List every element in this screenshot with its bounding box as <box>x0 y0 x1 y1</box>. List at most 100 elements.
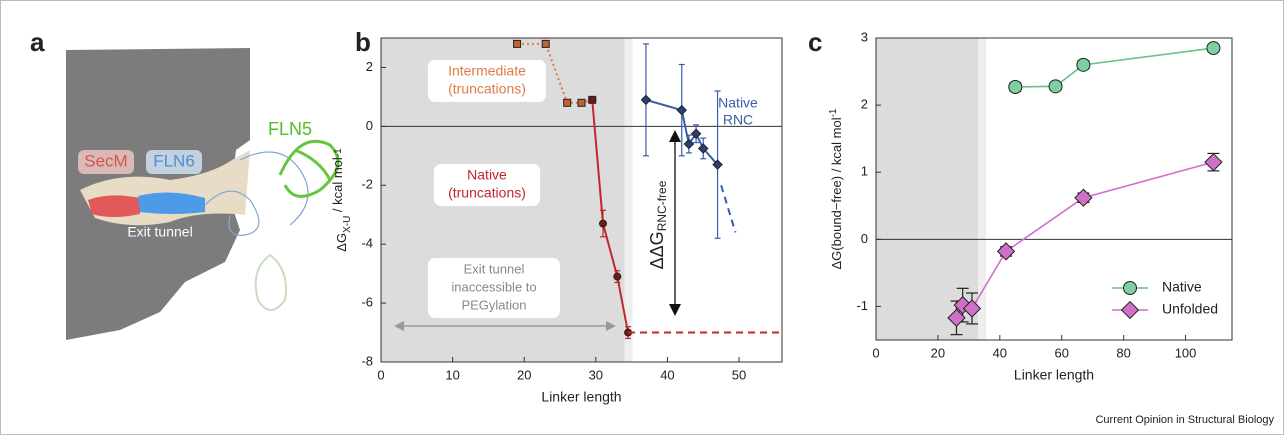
panel-label: c <box>808 27 822 57</box>
marker <box>1204 152 1223 172</box>
marker <box>962 299 982 318</box>
annotation: Intermediate <box>448 63 526 79</box>
panel-label: a <box>30 27 45 57</box>
marker <box>690 128 702 139</box>
y-tick-label: -6 <box>361 295 373 310</box>
x-tick-label: 30 <box>589 367 603 382</box>
y-tick-label: 3 <box>861 29 868 44</box>
marker <box>1074 188 1093 207</box>
fln6-label: FLN6 <box>153 151 195 170</box>
y-axis-label-part: / kcal mol <box>330 157 345 216</box>
marker <box>513 39 522 48</box>
credit: Current Opinion in Structural Biology <box>1095 414 1274 426</box>
label-bg <box>78 150 134 174</box>
x-axis-label: Linker length <box>541 389 621 405</box>
y-tick-label: -8 <box>361 353 373 368</box>
y-axis-label-part: ΔG(bound−free) / kcal mol <box>829 117 844 269</box>
annotation-bg <box>428 60 546 102</box>
y-axis-label-part: X-U <box>342 216 353 233</box>
fln5-domain <box>278 139 340 198</box>
label-bg <box>146 150 202 174</box>
marker <box>1048 79 1063 94</box>
x-tick-label: 10 <box>445 367 459 382</box>
legend-marker <box>1120 300 1140 320</box>
ribosome-illustration: SecM FLN6 FLN5 Exit tunnel <box>66 48 340 340</box>
marker <box>996 242 1016 261</box>
ddg-text: ΔΔG <box>647 231 667 269</box>
plot-area <box>947 41 1223 336</box>
x-tick-label: 50 <box>732 367 746 382</box>
marker <box>676 104 688 116</box>
y-tick-label: -2 <box>361 177 373 192</box>
y-axis-label-part: -1 <box>828 108 839 117</box>
x-tick-label: 0 <box>377 367 384 382</box>
x-tick-label: 0 <box>872 345 879 360</box>
y-tick-label: -1 <box>856 298 868 313</box>
y-tick-label: 0 <box>861 231 868 246</box>
fln5-label: FLN5 <box>268 119 312 139</box>
x-tick-label: 20 <box>931 345 945 360</box>
y-tick-label: 0 <box>366 118 373 133</box>
y-tick-label: -4 <box>361 236 373 251</box>
ddg-sub: RNC-free <box>655 180 669 231</box>
series-line <box>591 99 630 333</box>
annotation: Native <box>467 167 507 183</box>
marker <box>1008 79 1023 94</box>
legend-label: Native <box>1162 279 1202 295</box>
secm-chain <box>88 195 140 217</box>
y-tick-label: 2 <box>861 97 868 112</box>
shade-fade <box>624 38 633 362</box>
annotation: (truncations) <box>448 185 526 201</box>
x-tick-label: 80 <box>1116 345 1130 360</box>
marker <box>947 308 966 328</box>
annotation: inaccessible to <box>451 279 536 294</box>
marker <box>1076 57 1091 72</box>
series-line <box>1015 47 1214 88</box>
legend-marker <box>1123 281 1137 295</box>
marker <box>541 39 550 48</box>
annotation-bg <box>428 258 560 318</box>
x-tick-label: 100 <box>1175 345 1197 360</box>
fln6-chain <box>138 192 205 214</box>
shade-fade <box>978 38 987 340</box>
marker <box>588 95 597 104</box>
x-tick-label: 60 <box>1055 345 1069 360</box>
marker <box>640 94 652 106</box>
fln6-domain <box>204 151 309 236</box>
y-axis-label: ΔGX-U / kcal mol-1 <box>330 148 352 252</box>
annotation: (truncations) <box>448 81 526 97</box>
x-tick-label: 20 <box>517 367 531 382</box>
legend-label: Unfolded <box>1162 301 1218 317</box>
annotation: PEGylation <box>461 297 526 312</box>
marker <box>1206 41 1221 56</box>
marker <box>563 98 572 107</box>
marker <box>697 143 709 154</box>
shaded-region <box>876 38 979 340</box>
plot-area <box>513 39 782 340</box>
exit-tunnel-label: Exit tunnel <box>127 224 192 240</box>
annotation: RNC <box>723 112 753 128</box>
marker <box>613 272 622 281</box>
y-tick-label: 1 <box>861 164 868 179</box>
x-tick-label: 40 <box>660 367 674 382</box>
marker <box>712 159 723 170</box>
y-axis-label-part: ΔG <box>334 233 349 252</box>
x-tick-label: 40 <box>993 345 1007 360</box>
marker <box>683 138 695 150</box>
marker <box>577 98 586 107</box>
panel-label: b <box>355 27 371 57</box>
annotation: Native <box>718 95 758 111</box>
plot-frame <box>875 37 1233 341</box>
y-tick-label: 2 <box>366 59 373 74</box>
series-line <box>720 184 737 233</box>
annotation-bg <box>434 164 540 206</box>
secm-label: SecM <box>84 151 127 170</box>
x-axis-label: Linker length <box>1014 367 1094 383</box>
fln-domain <box>254 253 287 311</box>
plot-frame <box>380 37 783 363</box>
y-axis-label: ΔG(bound−free) / kcal mol-1 <box>828 108 845 269</box>
marker <box>598 219 607 228</box>
ddg-label: ΔΔGRNC-free <box>647 180 669 269</box>
